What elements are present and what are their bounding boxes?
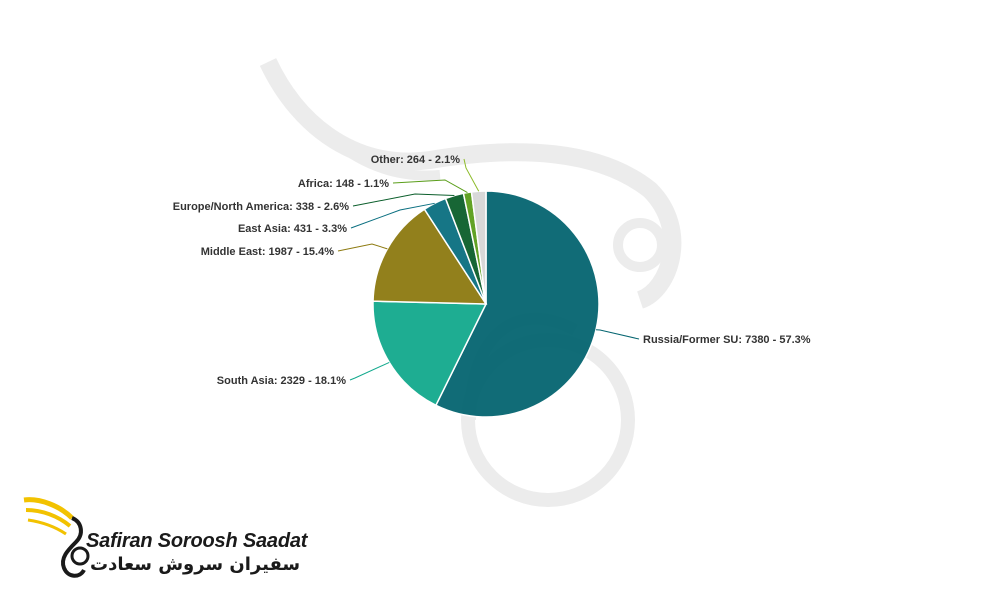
leader-line xyxy=(463,158,480,192)
slice-label: Middle East: 1987 - 15.4% xyxy=(201,246,334,258)
slice-label: Europe/North America: 338 - 2.6% xyxy=(173,201,349,213)
leader-line xyxy=(595,329,640,340)
leader-line xyxy=(392,179,468,193)
pie-slices xyxy=(372,190,600,418)
slice-label: Other: 264 - 2.1% xyxy=(371,154,460,166)
logo-persian-text: سفیران سروش سعادت xyxy=(90,554,301,575)
slice-label: East Asia: 431 - 3.3% xyxy=(238,223,347,235)
slice-label: Africa: 148 - 1.1% xyxy=(298,178,389,190)
leader-line xyxy=(337,243,388,252)
brand-logo: Safiran Soroosh Saadat سفیران سروش سعادت xyxy=(20,492,307,587)
leader-line xyxy=(352,193,455,207)
leader-line xyxy=(349,361,390,381)
slice-labels: Russia/Former SU: 7380 - 57.3% South Asia… xyxy=(173,154,811,387)
pie-slice-south-asia xyxy=(372,300,488,407)
leader-line xyxy=(350,202,435,229)
phoenix-bird-icon xyxy=(23,497,90,578)
slice-label: South Asia: 2329 - 18.1% xyxy=(217,375,346,387)
pie-slice-middle-east xyxy=(372,208,488,305)
leader-lines xyxy=(337,158,640,381)
logo-latin-text: Safiran Soroosh Saadat xyxy=(86,530,308,552)
slice-label: Russia/Former SU: 7380 - 57.3% xyxy=(643,334,811,346)
